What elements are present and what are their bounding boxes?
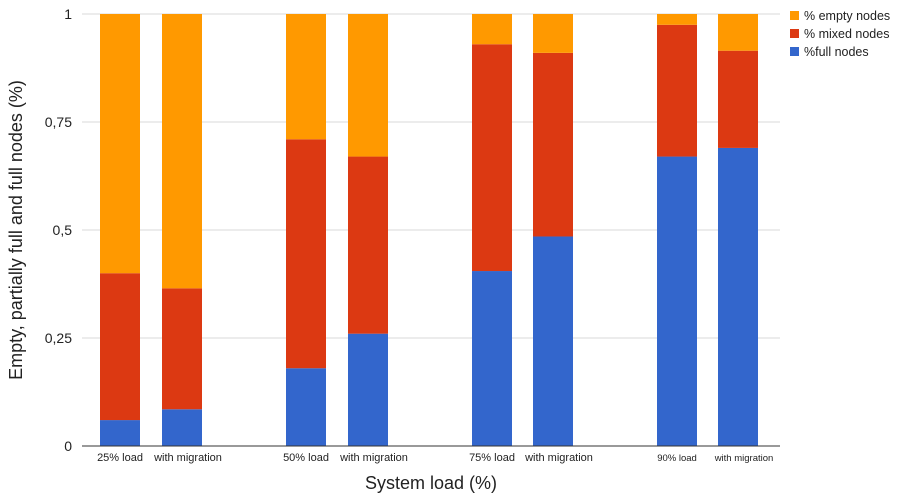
bars-layer: [100, 14, 758, 447]
bar-segment: [657, 14, 697, 25]
x-tick-label: 50% load: [283, 452, 329, 464]
bar-segment: [472, 44, 512, 272]
y-tick-label: 0,5: [53, 222, 73, 238]
bar-segment: [348, 333, 388, 446]
bar-segment: [348, 156, 388, 334]
bar-segment: [533, 52, 573, 237]
bar-segment: [286, 14, 326, 140]
y-tick-label: 0: [64, 438, 72, 454]
x-tick-label: with migration: [153, 452, 222, 464]
y-axis-title: Empty, partially full and full nodes (%): [6, 80, 26, 380]
bar-segment: [718, 147, 758, 447]
legend-label: % empty nodes: [804, 9, 890, 23]
y-tick-labels: 0 0,25 0,5 0,75 1: [45, 6, 72, 454]
x-axis-title: System load (%): [365, 473, 497, 493]
bar-segment: [472, 271, 512, 446]
x-tick-label: 90% load: [657, 453, 697, 464]
legend-label: %full nodes: [804, 45, 869, 59]
y-tick-label: 0,25: [45, 330, 72, 346]
legend-label: % mixed nodes: [804, 27, 889, 41]
y-tick-label: 1: [64, 6, 72, 22]
y-tick-label: 0,75: [45, 114, 72, 130]
bar-segment: [348, 14, 388, 157]
bar-segment: [286, 139, 326, 369]
bar-segment: [472, 14, 512, 45]
bar-segment: [657, 156, 697, 446]
x-tick-label: with migration: [339, 452, 408, 464]
x-tick-label: 25% load: [97, 452, 143, 464]
bar-segment: [657, 24, 697, 157]
bar-segment: [718, 14, 758, 51]
legend-swatch: [790, 29, 799, 38]
bar-segment: [100, 14, 140, 274]
legend: % empty nodes % mixed nodes %full nodes: [790, 9, 890, 59]
bar-segment: [162, 409, 202, 446]
bar-segment: [533, 14, 573, 53]
bar-segment: [162, 14, 202, 289]
x-tick-label: with migration: [524, 452, 593, 464]
legend-swatch: [790, 11, 799, 20]
bar-segment: [286, 368, 326, 446]
x-tick-label: with migration: [714, 453, 774, 464]
bar-segment: [533, 236, 573, 446]
x-tick-labels: 25% load with migration 50% load with migra…: [97, 452, 773, 464]
bar-segment: [162, 288, 202, 410]
bar-segment: [100, 273, 140, 421]
legend-swatch: [790, 47, 799, 56]
bar-segment: [100, 420, 140, 446]
bar-segment: [718, 50, 758, 148]
x-tick-label: 75% load: [469, 452, 515, 464]
